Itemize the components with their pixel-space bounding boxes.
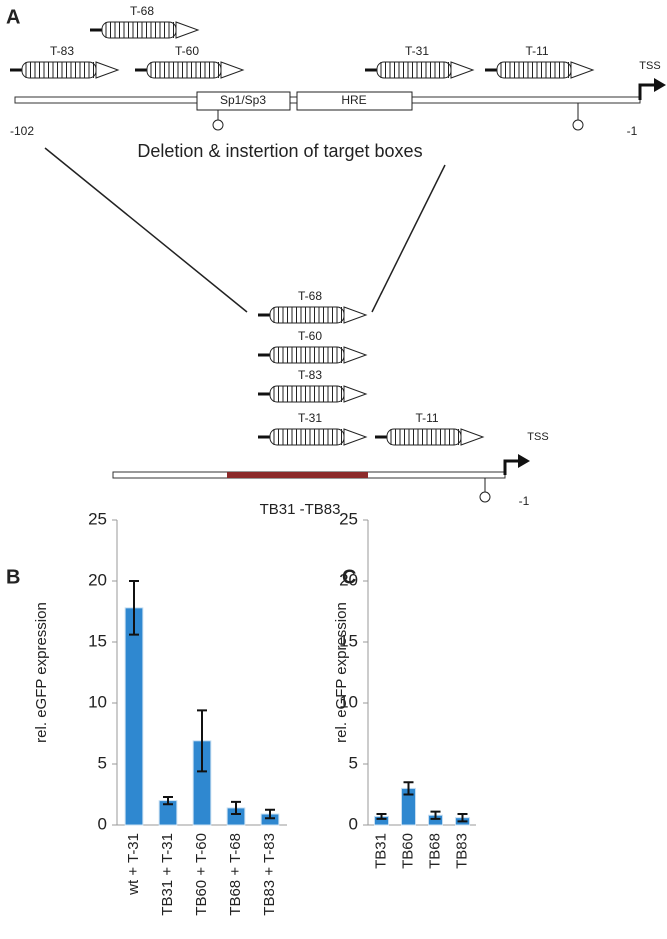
caption: Deletion & instertion of target boxes [137,141,422,161]
x-tick-label: TB68 + T-68 [227,833,244,916]
y-tick-label: 10 [88,692,107,711]
error-bar [163,795,173,806]
error-bar [457,813,468,823]
y-tick-label: 15 [339,631,358,650]
coil-arrow [570,61,595,79]
box-label: T-60 [175,44,199,58]
coil-arrow [343,385,368,403]
x-tick-label: TB60 [399,833,416,869]
lollipop [572,119,584,131]
panel-label: B [6,566,20,588]
panel-label: A [6,6,20,28]
zoom-line [44,147,248,313]
box-label: T-60 [298,329,322,343]
box-label: T-11 [415,411,438,425]
error-bar [265,808,275,820]
x-tick-label: TB31 + T-31 [159,833,176,916]
tss-arrow [638,83,656,100]
y-tick-label: 10 [339,692,358,711]
x-tick-label: TB83 [453,833,470,869]
position-label: -102 [10,124,34,138]
y-tick-label: 20 [339,570,358,589]
coil-arrow [175,21,200,39]
x-tick-label: wt + T-31 [125,833,142,896]
tss-label: TSS [639,60,660,72]
x-tick-label: TB60 + T-60 [193,833,210,916]
y-tick-label: 5 [98,753,107,772]
box-label: T-83 [298,368,322,382]
coil-arrow [450,61,475,79]
y-axis-label: rel. eGFP expression [333,602,350,743]
y-tick-label: 25 [339,509,358,528]
element-box [196,91,291,111]
x-tick-label: TB83 + T-83 [261,833,278,916]
box-label: T-31 [298,411,322,425]
deletion [227,472,368,478]
box-label: T-68 [298,289,322,303]
y-tick-label: 20 [88,570,107,589]
tss-label: TSS [527,431,548,443]
position-label: -1 [519,494,530,508]
bar [124,607,144,826]
box-label: T-83 [50,44,74,58]
y-axis-label: rel. eGFP expression [33,602,50,743]
box-label: T-68 [130,4,154,18]
error-bar [197,709,207,773]
coil-arrow [460,428,485,446]
element-label: Sp1/Sp3 [220,93,266,107]
tss-arrow [654,78,666,92]
y-tick-label: 15 [88,631,107,650]
y-tick-label: 0 [98,814,107,833]
box-label: T-31 [405,44,429,58]
coil-arrow [343,306,368,324]
coil-arrow [220,61,245,79]
coil-arrow [343,428,368,446]
box-label: T-11 [525,44,548,58]
zoom-line [371,164,446,313]
error-bar [231,800,241,816]
coil-arrow [95,61,120,79]
tss-arrow [503,459,520,475]
y-tick-label: 25 [88,509,107,528]
error-bar [403,781,414,796]
error-bar [430,810,441,820]
position-label: -1 [627,124,638,138]
lollipop [212,119,224,131]
element-box [296,91,413,111]
coil-arrow [343,346,368,364]
y-tick-label: 0 [349,814,358,833]
tss-arrow [518,454,530,468]
panel-label: C [342,566,356,588]
lollipop [479,491,491,503]
y-tick-label: 5 [349,753,358,772]
construct-label: TB31 -TB83 [260,501,341,518]
element-label: HRE [341,93,366,107]
error-bar [376,813,387,820]
x-tick-label: TB68 [426,833,443,869]
error-bar [129,580,139,636]
x-tick-label: TB31 [372,833,389,869]
